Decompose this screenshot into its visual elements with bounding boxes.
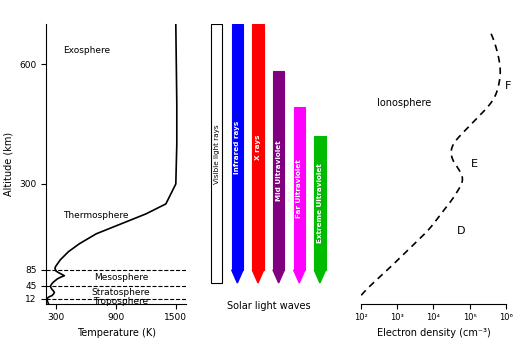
Text: Troposphere: Troposphere (93, 297, 149, 306)
Text: F: F (505, 81, 511, 91)
Bar (232, 24, 243, 270)
Text: D: D (457, 226, 465, 236)
Bar (294, 107, 305, 270)
Bar (252, 24, 264, 270)
Text: E: E (472, 159, 478, 169)
Bar (273, 71, 284, 270)
Text: Mesosphere: Mesosphere (94, 273, 148, 282)
Text: Far Ultraviolet: Far Ultraviolet (296, 159, 302, 218)
Polygon shape (232, 270, 243, 283)
Polygon shape (273, 270, 284, 283)
Text: Solar light waves: Solar light waves (227, 301, 310, 311)
Bar (314, 136, 326, 270)
Text: Exosphere: Exosphere (62, 46, 110, 55)
X-axis label: Electron density (cm⁻³): Electron density (cm⁻³) (377, 328, 490, 338)
Text: Visible light rays: Visible light rays (214, 124, 220, 184)
Text: Infrared rays: Infrared rays (234, 121, 240, 174)
X-axis label: Temperature (K): Temperature (K) (76, 328, 156, 338)
Text: Stratosphere: Stratosphere (92, 288, 150, 297)
Text: X rays: X rays (255, 134, 261, 160)
Text: Extreme Ultraviolet: Extreme Ultraviolet (317, 163, 323, 243)
Polygon shape (252, 270, 264, 283)
Polygon shape (294, 270, 305, 283)
Text: Thermosphere: Thermosphere (63, 211, 129, 220)
Polygon shape (314, 270, 326, 283)
Bar (211, 24, 222, 283)
Y-axis label: Altitude (km): Altitude (km) (4, 132, 14, 196)
Text: Mid Ultraviolet: Mid Ultraviolet (276, 140, 282, 201)
Text: Ionosphere: Ionosphere (377, 98, 432, 107)
